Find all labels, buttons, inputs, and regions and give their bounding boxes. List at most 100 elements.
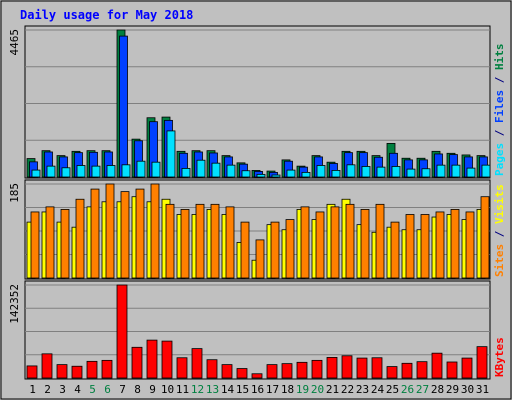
bar-pages-day-19 — [301, 171, 311, 178]
bar-pages-day-24 — [376, 166, 386, 178]
bar-sites-day-11 — [180, 209, 190, 279]
bar-kbytes-day-28 — [431, 352, 443, 379]
panel-series-label: Pages / Files / Hits — [493, 44, 506, 177]
panel-series-label: KBytes — [493, 337, 506, 377]
bar-sites-day-26 — [405, 214, 415, 279]
day-label-19: 19 — [296, 383, 309, 396]
bar-kbytes-day-9 — [146, 339, 158, 379]
bar-pages-day-13 — [211, 162, 221, 178]
bar-pages-day-10 — [166, 130, 176, 178]
bar-sites-day-19 — [300, 206, 310, 279]
bar-sites-day-4 — [75, 198, 85, 279]
bar-sites-day-9 — [150, 183, 160, 279]
bar-sites-day-28 — [435, 211, 445, 279]
bar-kbytes-day-29 — [446, 361, 458, 379]
day-label-13: 13 — [206, 383, 219, 396]
panel-series-label: Sites / Visits — [493, 184, 506, 277]
bar-kbytes-day-23 — [356, 357, 368, 379]
bar-kbytes-day-25 — [386, 366, 398, 379]
bar-sites-day-1 — [30, 211, 40, 279]
series-label-part: Visits — [493, 184, 506, 224]
bar-kbytes-day-18 — [281, 363, 293, 379]
bar-kbytes-day-27 — [416, 361, 428, 379]
bar-sites-day-27 — [420, 214, 430, 279]
bar-sites-day-7 — [120, 191, 130, 279]
bar-sites-day-23 — [360, 209, 370, 279]
day-label-25: 25 — [386, 383, 399, 396]
bar-pages-day-8 — [136, 160, 146, 178]
series-label-part: Pages — [493, 143, 506, 176]
bar-sites-day-5 — [90, 188, 100, 279]
day-label-11: 11 — [176, 383, 189, 396]
day-label-15: 15 — [236, 383, 249, 396]
series-label-part: / — [493, 224, 506, 244]
bar-kbytes-day-16 — [251, 373, 263, 379]
panel-max-label: 4465 — [8, 29, 21, 56]
bar-kbytes-day-26 — [401, 362, 413, 379]
day-label-16: 16 — [251, 383, 264, 396]
day-label-4: 4 — [74, 383, 81, 396]
bar-pages-day-9 — [151, 161, 161, 178]
bar-pages-day-4 — [76, 165, 86, 178]
bar-pages-day-30 — [466, 167, 476, 178]
bar-pages-day-18 — [286, 169, 296, 178]
bar-pages-day-5 — [91, 165, 101, 178]
bar-kbytes-day-11 — [176, 357, 188, 379]
bar-kbytes-day-14 — [221, 364, 233, 379]
day-label-6: 6 — [104, 383, 111, 396]
bar-pages-day-11 — [181, 168, 191, 178]
day-label-14: 14 — [221, 383, 235, 396]
bar-kbytes-day-30 — [461, 357, 473, 379]
bar-kbytes-day-15 — [236, 368, 248, 379]
day-label-1: 1 — [29, 383, 36, 396]
series-label-part: Hits — [493, 44, 506, 71]
bar-kbytes-day-6 — [101, 359, 113, 379]
bar-pages-day-21 — [331, 170, 341, 178]
bar-pages-day-15 — [241, 170, 251, 178]
bar-sites-day-14 — [225, 206, 235, 279]
panel-kbytes: 142352 KBytes — [8, 280, 506, 380]
bar-sites-day-6 — [105, 183, 115, 279]
bar-sites-day-18 — [285, 219, 295, 279]
bar-pages-day-20 — [316, 165, 326, 178]
bar-sites-day-12 — [195, 203, 205, 279]
bar-sites-day-30 — [465, 211, 475, 279]
bar-pages-day-1 — [31, 169, 41, 178]
bar-pages-day-25 — [391, 166, 401, 178]
day-label-28: 28 — [431, 383, 444, 396]
bar-kbytes-day-8 — [131, 346, 143, 379]
panel-max-label: 185 — [8, 183, 21, 203]
bar-sites-day-13 — [210, 203, 220, 279]
chart-title: Daily usage for May 2018 — [20, 8, 193, 22]
day-label-26: 26 — [401, 383, 414, 396]
day-label-24: 24 — [371, 383, 385, 396]
bar-kbytes-day-31 — [476, 346, 488, 379]
bar-kbytes-day-7 — [116, 284, 128, 379]
bar-sites-day-21 — [330, 206, 340, 279]
bar-sites-day-2 — [45, 206, 55, 279]
bar-files-day-7 — [119, 35, 128, 178]
bar-pages-day-22 — [346, 164, 356, 178]
day-label-3: 3 — [59, 383, 66, 396]
day-label-9: 9 — [149, 383, 156, 396]
bar-kbytes-day-19 — [296, 361, 308, 379]
day-label-8: 8 — [134, 383, 141, 396]
day-label-29: 29 — [446, 383, 459, 396]
bar-kbytes-day-21 — [326, 357, 338, 379]
series-label-part: / — [493, 123, 506, 143]
bar-pages-day-14 — [226, 164, 236, 178]
bar-pages-day-23 — [361, 166, 371, 178]
bar-kbytes-day-17 — [266, 364, 278, 379]
bar-kbytes-day-13 — [206, 359, 218, 379]
day-label-18: 18 — [281, 383, 294, 396]
bar-pages-day-12 — [196, 159, 206, 178]
bar-pages-day-3 — [61, 167, 71, 178]
bar-pages-day-7 — [121, 164, 131, 178]
bar-kbytes-day-12 — [191, 348, 203, 379]
series-label-part: Sites — [493, 244, 506, 277]
bar-sites-day-17 — [270, 221, 280, 279]
bar-sites-day-29 — [450, 209, 460, 279]
day-label-12: 12 — [191, 383, 204, 396]
bar-kbytes-day-4 — [71, 365, 83, 379]
